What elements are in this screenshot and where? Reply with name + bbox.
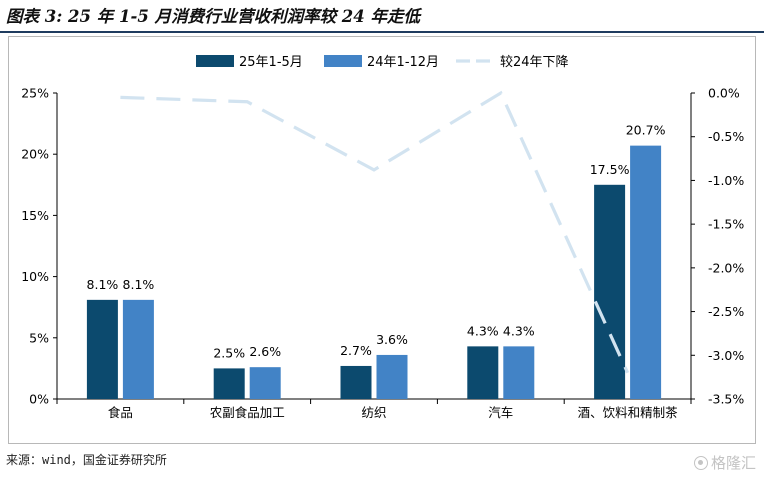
y-right-tick-label: -3.0% [708,348,744,363]
bar-series-2025 [467,346,499,399]
y-right-tick-label: -1.0% [708,173,744,188]
x-category-label: 农副食品加工 [210,405,285,420]
y-right-tick-label: -1.5% [708,217,744,232]
watermark-text: 格隆汇 [710,454,756,472]
bar-series-2024 [630,145,662,399]
bar-data-label: 20.7% [626,123,666,138]
bar-series-2025 [340,365,372,399]
x-category-label: 纺织 [361,405,386,420]
bar-data-label: 17.5% [590,162,630,177]
title-rule [0,31,764,33]
legend-label-diff-line: 较24年下降 [500,55,569,70]
chart-frame [8,36,756,444]
x-category-label: 汽车 [488,405,513,420]
y-right-tick-label: -3.5% [708,392,744,407]
y-right-tick-label: 0.0% [708,86,740,101]
watermark: 格隆汇 [693,452,756,473]
bar-data-label: 8.1% [87,277,119,292]
y-right-tick-label: -2.0% [708,260,744,275]
source-note: 来源：wind，国金证券研究所 [6,453,167,467]
x-category-label: 食品 [108,405,133,420]
bar-data-label: 3.6% [376,332,408,347]
bar-series-2025 [86,299,118,399]
watermark-logo-icon [693,455,708,470]
bar-data-label: 2.7% [340,343,372,358]
y-left-tick-label: 20% [21,147,49,162]
y-left-tick-label: 10% [21,269,49,284]
y-right-tick-label: -0.5% [708,129,744,144]
bar-data-label: 2.6% [249,344,281,359]
y-left-tick-label: 15% [21,208,49,223]
y-left-tick-label: 5% [29,330,49,345]
bar-series-2025 [213,368,245,399]
figure-title: 图表 3: 25 年 1-5 月消费行业营收利润率较 24 年走低 [6,7,421,26]
y-right-tick-label: -2.5% [708,304,744,319]
x-category-label: 酒、饮料和精制茶 [578,405,679,420]
bar-data-label: 8.1% [123,277,155,292]
y-left-tick-label: 25% [21,86,49,101]
legend-swatch-series-2025 [196,55,234,67]
bar-series-2025 [594,184,626,399]
bar-series-2024 [503,346,535,399]
bar-data-label: 4.3% [503,323,535,338]
bar-data-label: 2.5% [213,345,245,360]
bar-series-2024 [249,367,281,399]
legend-label-series-2025: 25年1-5月 [239,55,303,70]
bar-data-label: 4.3% [467,323,499,338]
legend-label-series-2024: 24年1-12月 [367,55,439,70]
legend-swatch-series-2024 [324,55,362,67]
bar-series-2024 [376,354,408,399]
diff-line [120,90,630,374]
chart-canvas: 0% 5% 10% 15% 20% 25% 0.0% -0.5% -1.0% -1.5% -2.0%… [21,55,744,420]
y-left-tick-label: 0% [29,392,49,407]
bar-series-2024 [122,299,154,399]
